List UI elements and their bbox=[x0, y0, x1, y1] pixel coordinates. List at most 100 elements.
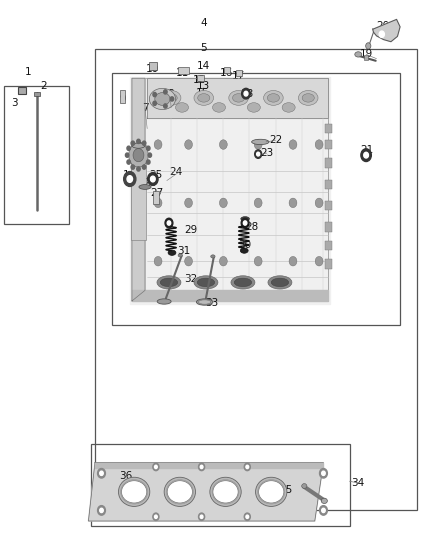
Ellipse shape bbox=[160, 278, 178, 287]
Text: 3: 3 bbox=[11, 98, 18, 108]
Circle shape bbox=[153, 513, 159, 521]
Circle shape bbox=[200, 515, 203, 519]
Text: 5: 5 bbox=[201, 43, 207, 53]
Polygon shape bbox=[132, 290, 328, 301]
Ellipse shape bbox=[154, 140, 162, 149]
Ellipse shape bbox=[289, 198, 297, 208]
Bar bbox=[236, 70, 242, 76]
Ellipse shape bbox=[178, 254, 183, 257]
Text: 9: 9 bbox=[119, 94, 126, 104]
Circle shape bbox=[131, 141, 134, 146]
Circle shape bbox=[137, 139, 140, 143]
Text: 17: 17 bbox=[232, 70, 245, 80]
Circle shape bbox=[155, 515, 157, 519]
Circle shape bbox=[244, 221, 247, 225]
Ellipse shape bbox=[154, 256, 162, 266]
Circle shape bbox=[125, 153, 129, 157]
Text: 7: 7 bbox=[142, 103, 148, 114]
Circle shape bbox=[155, 465, 157, 469]
Text: 16: 16 bbox=[220, 69, 233, 78]
Bar bbox=[197, 75, 204, 82]
Bar bbox=[35, 92, 40, 96]
Bar bbox=[325, 222, 332, 231]
Ellipse shape bbox=[302, 483, 307, 488]
Bar bbox=[325, 240, 332, 250]
Text: 19: 19 bbox=[360, 50, 373, 59]
Bar bbox=[113, 73, 399, 325]
Text: 14: 14 bbox=[123, 171, 136, 180]
Text: 32: 32 bbox=[184, 274, 198, 284]
Polygon shape bbox=[95, 463, 323, 468]
Ellipse shape bbox=[282, 103, 295, 112]
Bar bbox=[120, 91, 125, 103]
Bar bbox=[4, 86, 69, 224]
Ellipse shape bbox=[165, 94, 177, 102]
Ellipse shape bbox=[167, 481, 192, 503]
Circle shape bbox=[151, 176, 155, 182]
Bar bbox=[364, 55, 368, 60]
Ellipse shape bbox=[133, 149, 144, 162]
Ellipse shape bbox=[157, 276, 181, 289]
Ellipse shape bbox=[268, 276, 292, 289]
Text: 2: 2 bbox=[41, 81, 47, 91]
Circle shape bbox=[242, 88, 251, 99]
Ellipse shape bbox=[194, 91, 214, 106]
Circle shape bbox=[379, 31, 385, 37]
Bar bbox=[153, 191, 159, 205]
Text: 23: 23 bbox=[260, 148, 273, 158]
Text: 18: 18 bbox=[240, 88, 254, 99]
Polygon shape bbox=[132, 78, 145, 301]
Circle shape bbox=[127, 146, 131, 150]
Text: 22: 22 bbox=[269, 135, 282, 146]
Text: 14: 14 bbox=[197, 61, 210, 71]
Text: 11: 11 bbox=[175, 68, 189, 78]
Bar bbox=[325, 140, 332, 149]
Circle shape bbox=[246, 465, 249, 469]
Circle shape bbox=[148, 153, 152, 157]
Circle shape bbox=[241, 218, 249, 228]
Ellipse shape bbox=[197, 278, 215, 287]
Ellipse shape bbox=[219, 198, 227, 208]
Circle shape bbox=[170, 97, 174, 101]
Ellipse shape bbox=[121, 481, 147, 503]
Circle shape bbox=[98, 469, 106, 478]
Ellipse shape bbox=[264, 91, 283, 106]
Circle shape bbox=[142, 141, 146, 146]
Ellipse shape bbox=[258, 481, 284, 503]
Circle shape bbox=[198, 463, 205, 471]
Circle shape bbox=[364, 152, 368, 158]
Text: 31: 31 bbox=[177, 246, 190, 256]
Circle shape bbox=[244, 91, 248, 96]
Bar bbox=[149, 62, 157, 70]
Ellipse shape bbox=[289, 140, 297, 149]
Ellipse shape bbox=[240, 248, 248, 253]
Circle shape bbox=[320, 506, 327, 515]
Text: 4: 4 bbox=[201, 18, 207, 28]
Ellipse shape bbox=[176, 103, 188, 112]
Ellipse shape bbox=[139, 184, 151, 189]
Ellipse shape bbox=[161, 91, 181, 106]
Text: 34: 34 bbox=[351, 478, 364, 488]
Polygon shape bbox=[130, 77, 330, 304]
Text: 1: 1 bbox=[25, 68, 32, 77]
Polygon shape bbox=[373, 19, 400, 42]
Ellipse shape bbox=[229, 91, 248, 106]
Bar bbox=[325, 124, 332, 133]
Bar bbox=[91, 444, 350, 526]
Text: 8: 8 bbox=[167, 89, 173, 99]
Text: 13: 13 bbox=[197, 81, 210, 91]
Ellipse shape bbox=[219, 256, 227, 266]
Ellipse shape bbox=[233, 94, 245, 102]
Text: 21: 21 bbox=[360, 145, 374, 155]
Circle shape bbox=[164, 90, 167, 94]
Ellipse shape bbox=[252, 139, 269, 144]
Ellipse shape bbox=[185, 140, 192, 149]
Ellipse shape bbox=[241, 216, 250, 221]
Ellipse shape bbox=[185, 198, 192, 208]
Text: 25: 25 bbox=[150, 171, 163, 180]
Circle shape bbox=[131, 165, 134, 169]
Ellipse shape bbox=[315, 256, 323, 266]
Ellipse shape bbox=[154, 198, 162, 208]
Ellipse shape bbox=[210, 477, 241, 506]
Text: 30: 30 bbox=[238, 240, 251, 251]
